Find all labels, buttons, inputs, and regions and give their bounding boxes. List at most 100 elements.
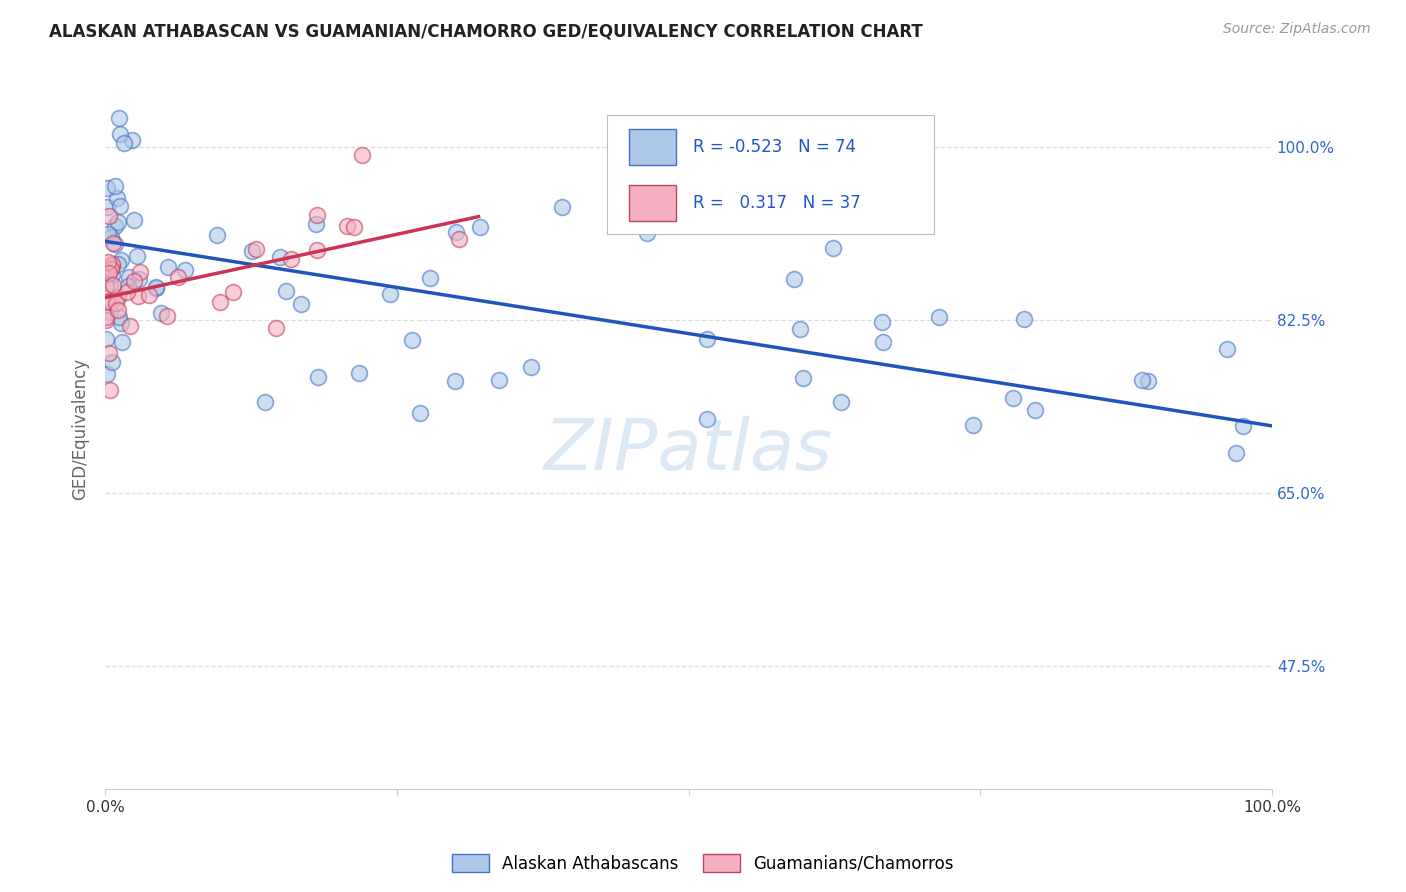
Point [823,241,845,255]
FancyBboxPatch shape [607,115,934,235]
Point [145,281,167,295]
Point [118,270,141,285]
Point [1012,312,1035,326]
Point [205,228,228,243]
Point [100,295,122,310]
Point [792,371,814,385]
Point [105,295,128,310]
Point [488,373,510,387]
Point [120,318,142,333]
Point [117,285,139,299]
Point [107,302,129,317]
Point [208,294,231,309]
Point [1001,391,1024,405]
Legend: Alaskan Athabascans, Guamanians/Chamorros: Alaskan Athabascans, Guamanians/Chamorro… [446,847,960,880]
Text: R = -0.523   N = 74: R = -0.523 N = 74 [693,138,856,156]
Point [96,310,118,324]
Bar [628,128,676,165]
Point [150,306,173,320]
Point [305,208,328,222]
Point [446,226,468,240]
Point [636,227,658,241]
Point [127,289,149,303]
Point [104,236,127,251]
Point [551,200,574,214]
Point [350,148,373,162]
Point [830,395,852,409]
Point [107,256,129,270]
Point [444,374,467,388]
Point [419,271,441,285]
Point [103,278,125,293]
Point [872,334,894,349]
Point [1232,419,1254,434]
Point [696,332,718,346]
Point [174,263,197,277]
Point [96,332,118,346]
Point [100,256,122,270]
Point [305,217,328,231]
Point [98,266,121,280]
Point [96,313,118,327]
Point [125,249,148,263]
Point [222,285,245,300]
Point [696,412,718,426]
Point [96,294,118,309]
Point [1137,374,1160,388]
Point [468,220,491,235]
Text: ZIPatlas: ZIPatlas [544,416,834,485]
Point [97,227,120,241]
Point [108,310,131,324]
Point [138,287,160,301]
Point [1024,402,1046,417]
Point [305,243,328,257]
Point [104,219,127,234]
Point [280,252,302,266]
Point [449,232,471,246]
Point [98,305,121,319]
Point [117,279,139,293]
Point [96,279,118,293]
Point [108,199,131,213]
Point [336,219,359,234]
Point [254,395,277,409]
Point [156,310,179,324]
Point [104,178,127,193]
Point [290,297,312,311]
Point [96,200,118,214]
Text: Source: ZipAtlas.com: Source: ZipAtlas.com [1223,22,1371,37]
Point [96,367,118,381]
Point [245,243,267,257]
Point [100,230,122,244]
Point [342,219,364,234]
Point [121,133,143,147]
Point [1132,373,1154,387]
Point [96,181,118,195]
Point [98,346,121,360]
Point [307,370,329,384]
Point [962,418,984,433]
Point [110,316,132,330]
Point [128,272,150,286]
Point [97,209,120,223]
Point [783,272,806,286]
Point [105,191,128,205]
Point [409,406,432,420]
Point [108,111,131,125]
Text: R =   0.317   N = 37: R = 0.317 N = 37 [693,194,860,211]
Point [122,274,145,288]
Point [98,277,121,291]
Point [108,128,131,142]
Text: ALASKAN ATHABASCAN VS GUAMANIAN/CHAMORRO GED/EQUIVALENCY CORRELATION CHART: ALASKAN ATHABASCAN VS GUAMANIAN/CHAMORRO… [49,22,922,40]
Bar [628,185,676,220]
Point [114,136,136,150]
Point [789,322,811,336]
Point [401,333,423,347]
Point [347,366,370,380]
Point [107,214,129,228]
Point [157,260,180,274]
Point [100,268,122,282]
Point [378,287,401,301]
Point [872,315,894,329]
Point [240,244,263,258]
